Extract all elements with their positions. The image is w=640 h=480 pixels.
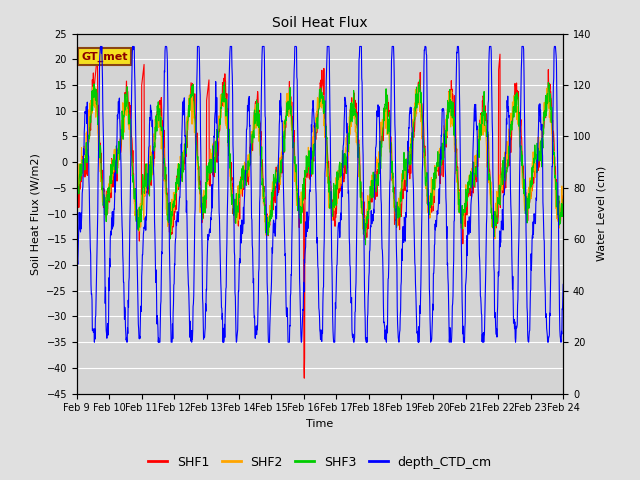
X-axis label: Time: Time (307, 419, 333, 429)
Text: GT_met: GT_met (82, 51, 128, 62)
Title: Soil Heat Flux: Soil Heat Flux (272, 16, 368, 30)
Y-axis label: Soil Heat Flux (W/m2): Soil Heat Flux (W/m2) (31, 153, 41, 275)
Legend: SHF1, SHF2, SHF3, depth_CTD_cm: SHF1, SHF2, SHF3, depth_CTD_cm (143, 451, 497, 474)
Y-axis label: Water Level (cm): Water Level (cm) (597, 166, 607, 261)
